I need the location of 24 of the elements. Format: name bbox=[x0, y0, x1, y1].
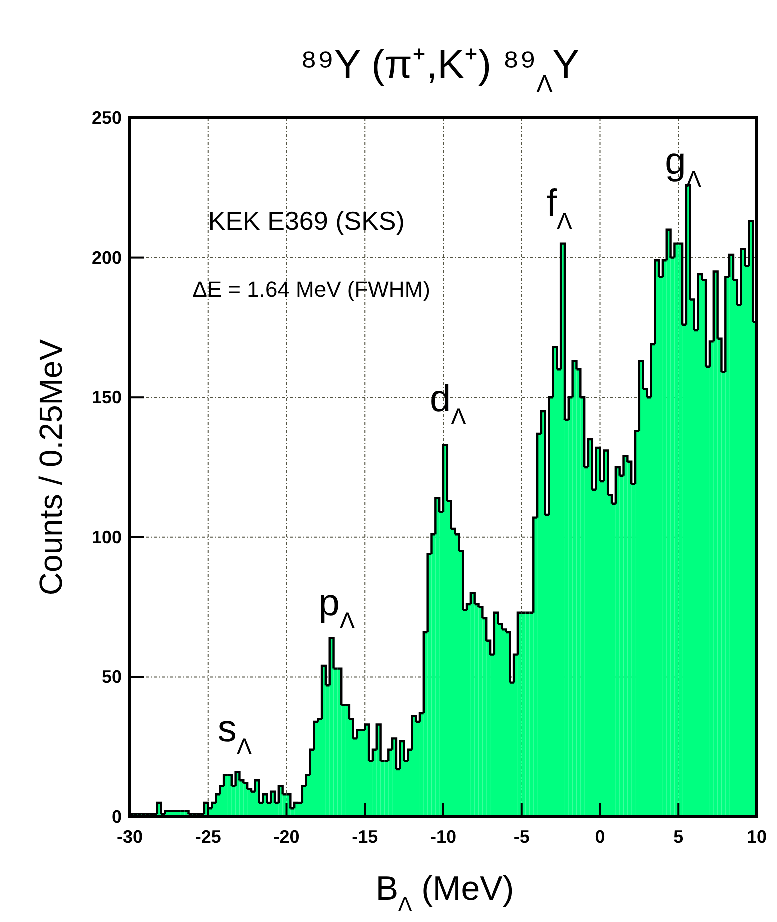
annotation: s$_{Λ}$ bbox=[218, 708, 253, 760]
x-tick-label: -5 bbox=[514, 827, 530, 847]
annotation: f$_{Λ}$ bbox=[546, 182, 574, 234]
y-tick-label: 100 bbox=[92, 527, 122, 548]
y-axis-title: Counts / 0.25MeV bbox=[33, 338, 69, 596]
x-tick-label: 10 bbox=[746, 827, 768, 847]
y-tick-label: 50 bbox=[102, 667, 122, 688]
annotation: d$_{Λ}$ bbox=[430, 378, 468, 430]
chart-title: ⁸⁹Y (π⁺,K⁺) ⁸⁹$_{Λ}$Y bbox=[300, 43, 580, 98]
x-tick-label: -20 bbox=[274, 827, 300, 847]
x-tick-label: 5 bbox=[674, 827, 684, 847]
annotation: KEK E369 (SKS) bbox=[208, 206, 405, 236]
annotation: ΔE = 1.64 MeV (FWHM) bbox=[192, 276, 430, 302]
x-tick-label: -10 bbox=[430, 827, 457, 847]
x-tick-label: -25 bbox=[195, 827, 222, 847]
y-tick-label: 250 bbox=[92, 108, 122, 128]
y-tick-label: 150 bbox=[92, 388, 122, 408]
y-tick-label: 200 bbox=[92, 248, 122, 268]
x-tick-label: -15 bbox=[352, 827, 378, 847]
x-tick-label: 0 bbox=[595, 827, 606, 847]
annotation: p$_{Λ}$ bbox=[318, 582, 356, 634]
y-tick-label: 0 bbox=[112, 807, 122, 827]
x-axis-title: B$_{Λ}$ (MeV) bbox=[376, 870, 514, 916]
x-tick-label: -30 bbox=[116, 827, 144, 847]
